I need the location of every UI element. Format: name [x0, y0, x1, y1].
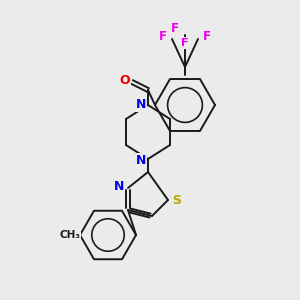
Text: N: N	[114, 179, 124, 193]
Text: F: F	[171, 22, 179, 35]
Text: F: F	[181, 38, 189, 48]
Text: F: F	[159, 29, 167, 43]
Text: O: O	[120, 74, 130, 88]
Text: F: F	[203, 29, 211, 43]
Text: N: N	[136, 154, 146, 166]
Text: N: N	[136, 98, 146, 110]
Text: S: S	[172, 194, 182, 208]
Text: CH₃: CH₃	[59, 230, 80, 240]
